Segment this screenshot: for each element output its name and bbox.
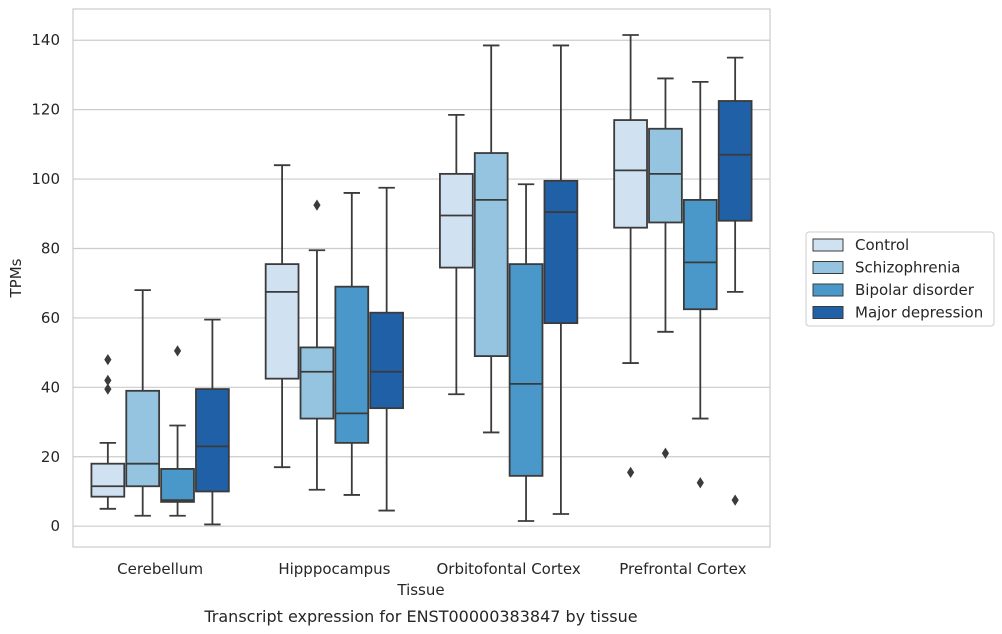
- y-tick-label: 80: [41, 239, 60, 257]
- box-series: [90, 34, 753, 526]
- x-tick-label: Cerebellum: [117, 560, 203, 578]
- box: [334, 285, 370, 444]
- series-control: [90, 34, 648, 510]
- outlier-point: [661, 447, 670, 459]
- outlier-point: [313, 199, 321, 211]
- chart-caption: Transcript expression for ENST0000038384…: [203, 607, 637, 626]
- legend-swatch: [812, 238, 844, 252]
- box: [195, 388, 230, 493]
- x-tick-labels: Cerebellum Hipppocampus Orbitofontal Corte…: [117, 560, 746, 578]
- x-tick-label: Hipppocampus: [278, 560, 390, 578]
- box: [125, 389, 161, 488]
- outlier-point: [696, 477, 704, 489]
- box: [160, 468, 195, 503]
- y-tick-label: 100: [31, 170, 60, 188]
- box: [508, 263, 544, 477]
- series-major-depression: [195, 44, 753, 526]
- box: [717, 100, 753, 222]
- series-schizophrenia: [125, 44, 683, 517]
- legend-label: Major depression: [855, 304, 983, 322]
- box: [90, 462, 126, 498]
- box: [473, 152, 509, 357]
- y-tick-label: 20: [41, 448, 60, 466]
- legend-label: Bipolar disorder: [855, 281, 975, 299]
- box: [613, 119, 648, 229]
- series-bipolar-disorder: [160, 80, 718, 522]
- outlier-point: [731, 494, 739, 506]
- outlier-point: [104, 353, 112, 366]
- outlier-point: [627, 466, 635, 478]
- y-tick-label: 0: [50, 517, 60, 535]
- legend-label: Schizophrenia: [855, 259, 960, 277]
- box: [369, 311, 404, 410]
- legend-swatch: [812, 283, 844, 297]
- legend-swatch: [812, 261, 844, 274]
- grid-lines: [73, 39, 770, 527]
- x-axis-title: Tissue: [396, 581, 444, 599]
- box: [682, 199, 718, 311]
- x-tick-label: Prefrontal Cortex: [619, 560, 746, 578]
- y-axis-title: TPMs: [7, 258, 25, 298]
- box: [543, 179, 579, 325]
- plot-area-frame: [72, 8, 771, 548]
- outlier-point: [104, 374, 112, 387]
- x-tick-label: Orbitofontal Cortex: [437, 560, 581, 578]
- box: [299, 346, 335, 420]
- box: [264, 263, 300, 380]
- y-tick-label: 60: [41, 309, 60, 327]
- y-tick-labels: 0 20 40 60 80 100 120 140: [31, 31, 60, 535]
- outlier-point: [173, 345, 182, 357]
- box: [648, 127, 683, 224]
- legend-frame: [805, 231, 995, 327]
- legend-label: Control: [855, 236, 909, 254]
- outlier-point: [104, 383, 112, 395]
- box: [439, 172, 474, 269]
- y-tick-label: 40: [41, 378, 60, 396]
- y-tick-label: 140: [31, 31, 60, 49]
- y-tick-label: 120: [31, 101, 60, 119]
- legend: Control Schizophrenia Bipolar disorder Majo…: [805, 231, 995, 327]
- legend-swatch: [812, 306, 844, 319]
